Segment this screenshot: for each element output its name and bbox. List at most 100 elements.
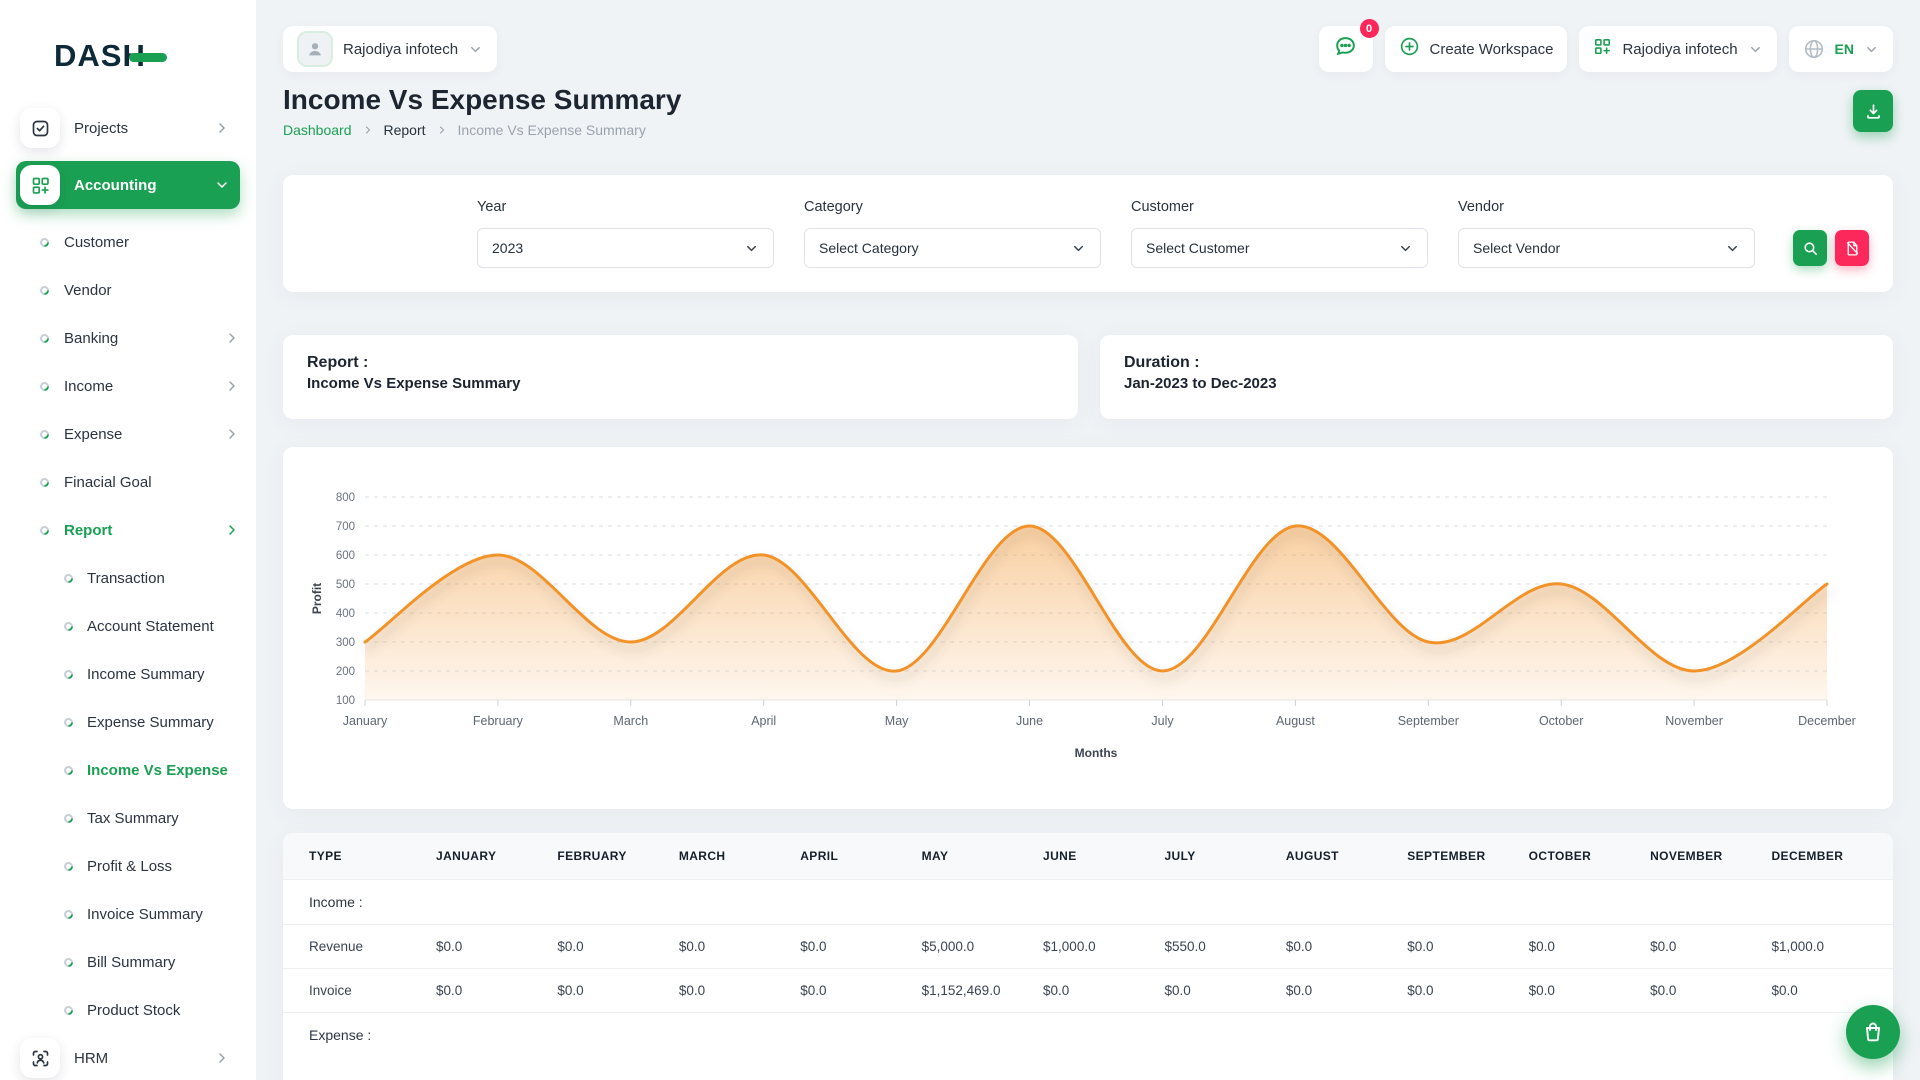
cell-revenue-december: $1,000.0 [1771,939,1825,954]
create-workspace-button[interactable]: Create Workspace [1384,26,1568,72]
sidebar-item-projects[interactable]: Projects [16,104,240,152]
customer-field: Customer Select Customer [1131,199,1428,268]
sidebar-item-profit-loss[interactable]: Profit & Loss [16,842,240,890]
chevron-down-icon [468,42,483,57]
sidebar-item-hrm[interactable]: HRM [16,1034,240,1080]
cell-expense-may [922,1013,1043,1058]
category-value: Select Category [819,240,919,256]
breadcrumb-dashboard[interactable]: Dashboard [283,122,352,138]
column-header-january: JANUARY [436,833,558,880]
profit-chart-card: 800 700 600 500 400 300 200 100 January February M… [283,447,1893,809]
sidebar-item-report[interactable]: Report [16,506,240,554]
summary-table-card: TYPE JANUARY FEBRUARY MARCH APRIL MAY JUNE JULY… [283,833,1893,1080]
svg-text:300: 300 [336,637,355,649]
cell-income-july [1164,880,1285,925]
cell-invoice-december: $0.0 [1771,983,1798,998]
cell-revenue-september: $0.0 [1407,939,1434,954]
cell-income-november [1650,880,1771,925]
sidebar-item-expense[interactable]: Expense [16,410,240,458]
sidebar-item-finacial-goal[interactable]: Finacial Goal [16,458,240,506]
search-icon [1802,240,1819,257]
chevron-down-icon [214,177,230,193]
bullet-ring-icon [62,571,75,585]
year-select[interactable]: 2023 [477,228,774,268]
table-row-expense: Expense : [283,1012,1893,1058]
bullet-ring-icon [38,427,51,441]
sidebar-item-bill-summary[interactable]: Bill Summary [16,938,240,986]
svg-text:August: August [1276,714,1315,728]
customer-select[interactable]: Select Customer [1131,228,1428,268]
cell-invoice-june: $0.0 [1043,983,1070,998]
sidebar-item-tax-summary[interactable]: Tax Summary [16,794,240,842]
sidebar-item-banking[interactable]: Banking [16,314,240,362]
workspace-switcher[interactable]: Rajodiya infotech [283,26,498,72]
svg-text:800: 800 [336,492,355,504]
report-info-card: Report : Income Vs Expense Summary [283,335,1078,419]
cell-income-april [800,880,921,925]
messenger-button[interactable]: 0 [1318,19,1379,72]
income-vs-expense-chart[interactable]: 800 700 600 500 400 300 200 100 January February M… [307,477,1867,777]
apply-filter-button[interactable] [1793,230,1827,266]
sidebar-item-label: Expense [64,425,123,443]
sidebar-item-transaction[interactable]: Transaction [16,554,240,602]
cell-invoice-february: $0.0 [557,983,584,998]
cell-revenue-january: $0.0 [436,939,463,954]
cell-income-march [679,880,800,925]
year-label: Year [477,199,507,215]
category-select[interactable]: Select Category [804,228,1101,268]
sidebar-item-expense-summary[interactable]: Expense Summary [16,698,240,746]
cell-revenue-july: $550.0 [1164,939,1206,954]
sidebar-item-label: Account Statement [87,617,214,635]
download-report-button[interactable] [1853,90,1893,132]
cell-expense-september [1407,1013,1528,1058]
svg-text:September: September [1398,714,1459,728]
workspace-dropdown[interactable]: Rajodiya infotech [1579,26,1777,72]
sidebar-item-vendor[interactable]: Vendor [16,266,240,314]
language-selector[interactable]: EN [1788,26,1893,72]
chevron-down-icon [1725,241,1740,256]
duration-info-value: Jan-2023 to Dec-2023 [1124,375,1277,392]
row-label: Revenue [309,939,364,954]
sidebar-item-label: Tax Summary [87,809,179,827]
user-scan-icon [20,1038,60,1078]
sidebar-item-income-summary[interactable]: Income Summary [16,650,240,698]
sidebar-item-label: Income Vs Expense [87,761,228,779]
sidebar-item-label: Projects [74,119,129,137]
vendor-select[interactable]: Select Vendor [1458,228,1755,268]
chevron-right-icon [362,124,374,136]
download-icon [1864,102,1883,121]
floating-shop-button[interactable] [1846,1005,1900,1059]
column-header-november: NOVEMBER [1650,833,1772,880]
sidebar-item-income-vs-expense[interactable]: Income Vs Expense [16,746,240,794]
reset-filter-button[interactable] [1835,230,1869,266]
svg-text:400: 400 [336,608,355,620]
svg-text:December: December [1798,714,1856,728]
sidebar-item-accounting[interactable]: Accounting [16,161,240,209]
bullet-ring-icon [38,379,51,393]
sidebar-item-customer[interactable]: Customer [16,218,240,266]
cell-income-october [1529,880,1650,925]
circle-plus-icon [1399,36,1420,62]
sidebar-item-label: Accounting [74,176,157,194]
profit-area-fill [365,525,1827,700]
bullet-ring-icon [38,235,51,249]
breadcrumb-report[interactable]: Report [383,122,426,138]
svg-text:April: April [751,714,776,728]
topbar-actions: 0 Create Workspace Rajodiya infotech [1318,19,1893,72]
sidebar-item-product-stock[interactable]: Product Stock [16,986,240,1034]
cell-expense-october [1529,1013,1650,1058]
sidebar-item-income[interactable]: Income [16,362,240,410]
sidebar-item-label: Income [64,377,114,395]
bullet-ring-icon [62,859,75,873]
sidebar-item-account-statement[interactable]: Account Statement [16,602,240,650]
bullet-ring-icon [62,715,75,729]
app-logo[interactable]: DASH [54,34,256,78]
cell-income-june [1043,880,1164,925]
shopping-bag-icon [1861,1020,1885,1044]
column-header-july: JULY [1164,833,1286,880]
cell-income-february [557,880,678,925]
chevron-down-icon [1071,241,1086,256]
bullet-ring-icon [62,1003,75,1017]
sidebar-item-invoice-summary[interactable]: Invoice Summary [16,890,240,938]
svg-text:February: February [473,714,524,728]
